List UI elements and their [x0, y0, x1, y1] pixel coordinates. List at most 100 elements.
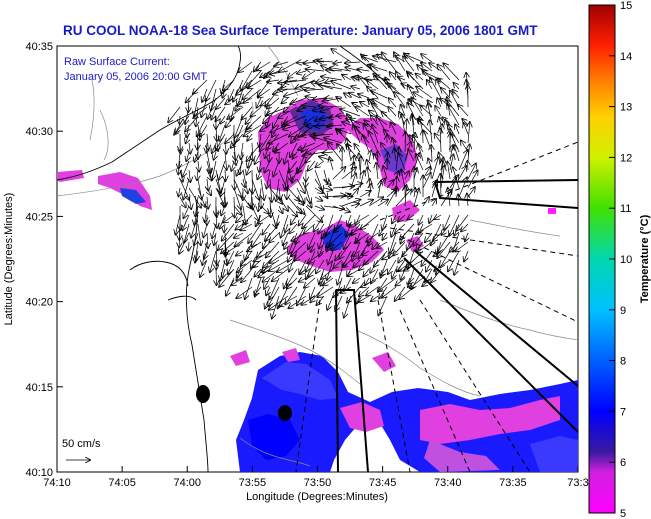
current-vector	[216, 214, 217, 228]
current-vector	[363, 250, 379, 265]
current-vector	[290, 142, 298, 157]
current-vector	[450, 155, 453, 171]
current-vector	[355, 214, 361, 225]
current-vector	[263, 268, 280, 282]
current-vector	[207, 187, 211, 195]
current-vector	[359, 286, 370, 296]
current-vector	[207, 232, 208, 248]
current-vector	[226, 115, 235, 127]
current-vector	[447, 162, 450, 180]
current-vector	[225, 97, 235, 104]
current-vector	[359, 200, 373, 207]
current-vector	[431, 157, 438, 180]
x-tick-label: 73:50	[304, 477, 332, 489]
current-vector	[323, 188, 332, 190]
current-vector	[335, 250, 343, 260]
current-vector	[194, 151, 198, 162]
current-vector	[332, 167, 345, 180]
current-vector	[201, 97, 208, 117]
current-vector	[260, 124, 271, 131]
current-vector	[443, 63, 460, 81]
current-vector	[289, 250, 298, 272]
plot-area: Raw Surface Current: January 05, 2006 20…	[56, 45, 579, 473]
current-vector	[179, 232, 190, 254]
current-vector	[198, 160, 199, 171]
current-vector	[331, 241, 343, 250]
current-vector	[377, 200, 388, 207]
current-vector	[208, 97, 217, 119]
current-vector	[273, 115, 280, 128]
current-vector	[241, 70, 253, 91]
current-vector	[247, 241, 262, 251]
current-vector	[256, 61, 271, 71]
current-vector	[468, 122, 470, 144]
surface-current-vectors	[168, 49, 477, 318]
x-tick-label: 73:55	[239, 477, 267, 489]
current-vector	[372, 125, 379, 144]
current-vector	[245, 277, 253, 299]
current-vector	[228, 259, 235, 274]
current-vector	[278, 196, 288, 211]
current-vector	[289, 223, 298, 233]
current-vector	[399, 153, 406, 171]
current-vector	[430, 120, 433, 144]
current-vector	[422, 173, 431, 189]
current-vector	[425, 232, 433, 242]
current-vector	[205, 205, 207, 222]
current-vector	[392, 214, 396, 223]
current-vector	[200, 124, 208, 136]
current-vector	[206, 169, 212, 180]
current-vector	[299, 278, 307, 282]
current-vector	[221, 178, 226, 196]
current-vector	[320, 106, 334, 112]
current-vector	[189, 142, 190, 154]
current-vector	[267, 106, 289, 115]
current-vector	[197, 187, 205, 207]
current-vector	[337, 268, 343, 284]
colorbar-tick-label: 8	[620, 356, 626, 368]
current-vector	[381, 143, 388, 153]
current-vector	[351, 223, 370, 234]
current-vector	[236, 286, 253, 298]
current-vector	[197, 115, 208, 136]
current-vector	[296, 196, 303, 205]
current-vector	[319, 85, 343, 90]
current-vector	[223, 214, 235, 223]
current-vector	[298, 142, 316, 150]
current-vector	[332, 205, 350, 212]
current-vector	[454, 259, 460, 275]
colorbar-tick-label: 11	[620, 203, 631, 215]
current-vector	[198, 223, 201, 245]
current-vector	[333, 62, 343, 64]
current-vector	[405, 185, 407, 207]
current-vector	[323, 206, 344, 209]
current-vector	[212, 142, 216, 153]
current-vector	[328, 143, 343, 162]
current-vector	[289, 124, 307, 137]
current-vector	[353, 278, 361, 283]
current-vector	[247, 160, 253, 175]
current-vector	[388, 107, 397, 117]
current-vector	[287, 178, 288, 199]
current-vector	[413, 92, 424, 99]
y-tick-label: 40:25	[25, 211, 53, 223]
current-vector	[345, 62, 361, 63]
current-vector	[224, 223, 225, 232]
current-vector	[382, 286, 397, 298]
current-vector	[437, 65, 451, 81]
current-vector	[448, 250, 460, 271]
current-vector	[323, 178, 331, 185]
current-vector	[212, 223, 217, 238]
current-vector	[430, 77, 442, 99]
current-vector	[403, 56, 415, 72]
current-vector	[353, 259, 361, 267]
current-vector	[418, 119, 433, 135]
current-vector	[281, 214, 289, 238]
current-vector	[168, 106, 181, 122]
current-vector	[402, 241, 415, 257]
current-vector	[231, 277, 244, 285]
current-vector	[398, 250, 406, 263]
current-vector	[277, 259, 298, 272]
current-vector	[404, 259, 424, 271]
current-vector	[216, 241, 217, 265]
